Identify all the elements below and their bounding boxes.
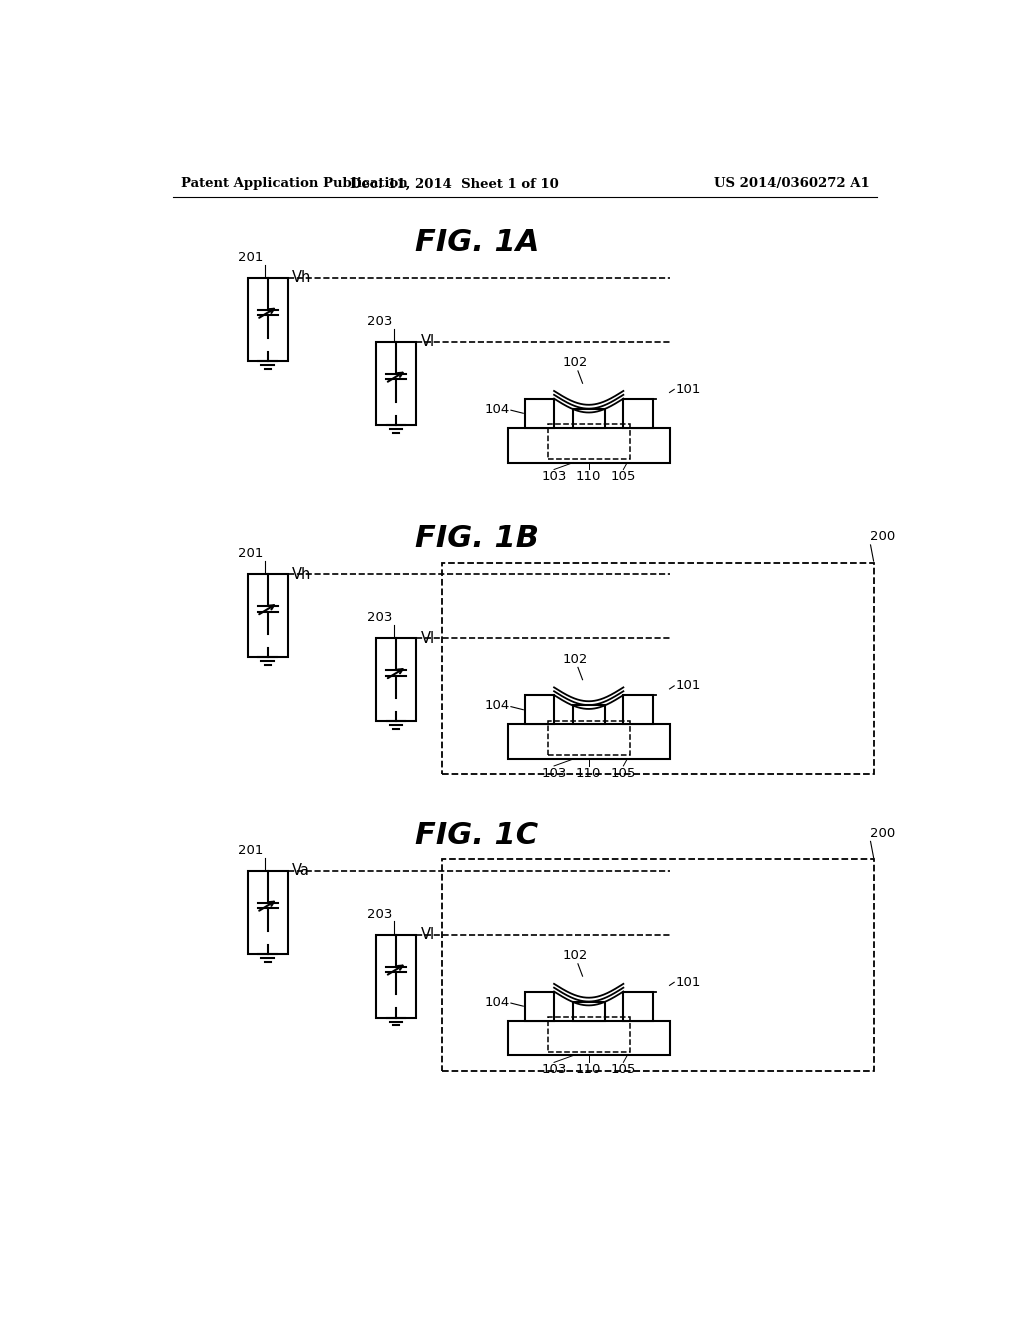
Bar (248, 277, 288, 360)
Bar (524, 696, 554, 725)
Bar (442, 562, 873, 775)
Bar (624, 696, 652, 725)
Bar (572, 409, 605, 428)
Text: 110: 110 (577, 767, 601, 780)
Text: 200: 200 (869, 531, 895, 544)
Text: 103: 103 (542, 1063, 566, 1076)
Text: 102: 102 (562, 356, 588, 370)
Text: 105: 105 (610, 1063, 636, 1076)
Bar (376, 935, 416, 1018)
Text: 201: 201 (239, 548, 264, 561)
Bar (572, 1002, 605, 1020)
Text: Vh: Vh (292, 566, 311, 582)
Bar (508, 725, 670, 759)
Text: 203: 203 (367, 908, 392, 921)
Text: 101: 101 (676, 680, 701, 693)
Text: 200: 200 (869, 826, 895, 840)
Text: FIG. 1B: FIG. 1B (415, 524, 539, 553)
Text: 110: 110 (577, 470, 601, 483)
Bar (548, 1016, 630, 1052)
Bar (508, 1020, 670, 1056)
Text: 103: 103 (542, 767, 566, 780)
Text: 104: 104 (484, 403, 509, 416)
Text: Vl: Vl (421, 927, 435, 942)
Text: 203: 203 (367, 611, 392, 624)
Text: 105: 105 (610, 470, 636, 483)
Bar (548, 424, 630, 459)
Bar (376, 638, 416, 721)
Text: Vh: Vh (292, 271, 311, 285)
Text: Va: Va (292, 863, 310, 878)
Text: 201: 201 (239, 251, 264, 264)
Bar (524, 399, 554, 428)
Text: FIG. 1A: FIG. 1A (415, 227, 540, 256)
Text: Dec. 11, 2014  Sheet 1 of 10: Dec. 11, 2014 Sheet 1 of 10 (349, 177, 558, 190)
Text: 201: 201 (239, 843, 264, 857)
Text: 102: 102 (562, 949, 588, 962)
Bar (376, 342, 416, 425)
Text: US 2014/0360272 A1: US 2014/0360272 A1 (714, 177, 869, 190)
Bar (508, 428, 670, 462)
Bar (442, 859, 873, 1071)
Bar (524, 991, 554, 1020)
Bar (248, 574, 288, 657)
Bar (572, 705, 605, 725)
Text: 102: 102 (562, 653, 588, 665)
Text: 110: 110 (577, 1063, 601, 1076)
Text: 101: 101 (676, 975, 701, 989)
Text: 101: 101 (676, 383, 701, 396)
Text: FIG. 1C: FIG. 1C (416, 821, 539, 850)
Text: Vl: Vl (421, 334, 435, 350)
Text: Vl: Vl (421, 631, 435, 645)
Text: 104: 104 (484, 700, 509, 713)
Text: 105: 105 (610, 767, 636, 780)
Text: 104: 104 (484, 995, 509, 1008)
Text: 103: 103 (542, 470, 566, 483)
Bar (248, 871, 288, 954)
Bar (624, 991, 652, 1020)
Bar (624, 399, 652, 428)
Bar (548, 721, 630, 755)
Text: Patent Application Publication: Patent Application Publication (180, 177, 408, 190)
Text: 203: 203 (367, 314, 392, 327)
